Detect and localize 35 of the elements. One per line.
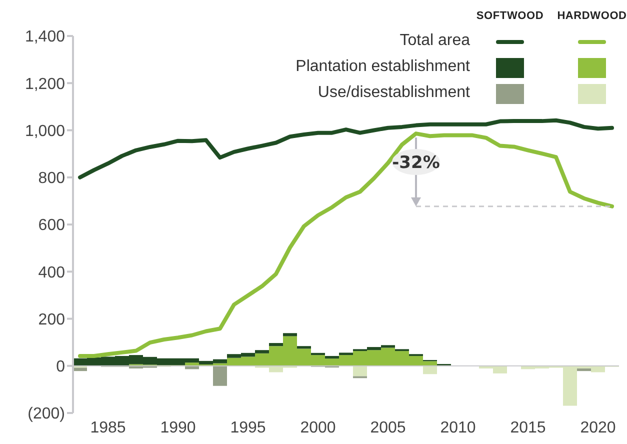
x-tick-label: 2005 (370, 419, 406, 436)
bar (423, 366, 437, 374)
y-tick-label: 0 (56, 358, 66, 376)
x-tick-label: 1990 (160, 419, 196, 436)
bar (311, 352, 325, 356)
legend-label: Total area (400, 32, 470, 50)
y-tick-label: 200 (38, 311, 66, 328)
y-tick-label: (200) (28, 406, 65, 423)
y-tick-label: 800 (38, 170, 66, 188)
y-tick-label: 1,200 (24, 76, 66, 93)
bar (577, 368, 591, 372)
line-series (78, 132, 614, 358)
text: SOFTWOOD (476, 10, 544, 22)
x-tick-label: 2020 (580, 419, 616, 436)
x-tick-label: 1995 (230, 419, 266, 436)
bar (297, 346, 311, 349)
x-tick-label: 2010 (440, 419, 476, 436)
bar (213, 366, 227, 386)
y-tick-label: 400 (38, 264, 66, 282)
y-tick-label: 1,000 (24, 122, 66, 140)
annotation: -32% (392, 152, 440, 173)
bar (339, 352, 353, 356)
y-tick-label: 1,400 (24, 28, 66, 46)
bar (353, 366, 367, 376)
line-series (78, 118, 614, 180)
bar (283, 333, 297, 336)
x-tick-label: 1985 (90, 419, 126, 436)
legend-label: Plantation establishment (296, 58, 470, 76)
x-tick-label: 2000 (300, 419, 336, 436)
x-tick-label: 2015 (510, 419, 546, 436)
text: HARDWOOD (556, 10, 627, 22)
y-tick-label: 600 (38, 217, 66, 234)
bar (269, 343, 283, 346)
legend-label: Use/disestablishment (318, 84, 470, 102)
bar (325, 356, 339, 359)
